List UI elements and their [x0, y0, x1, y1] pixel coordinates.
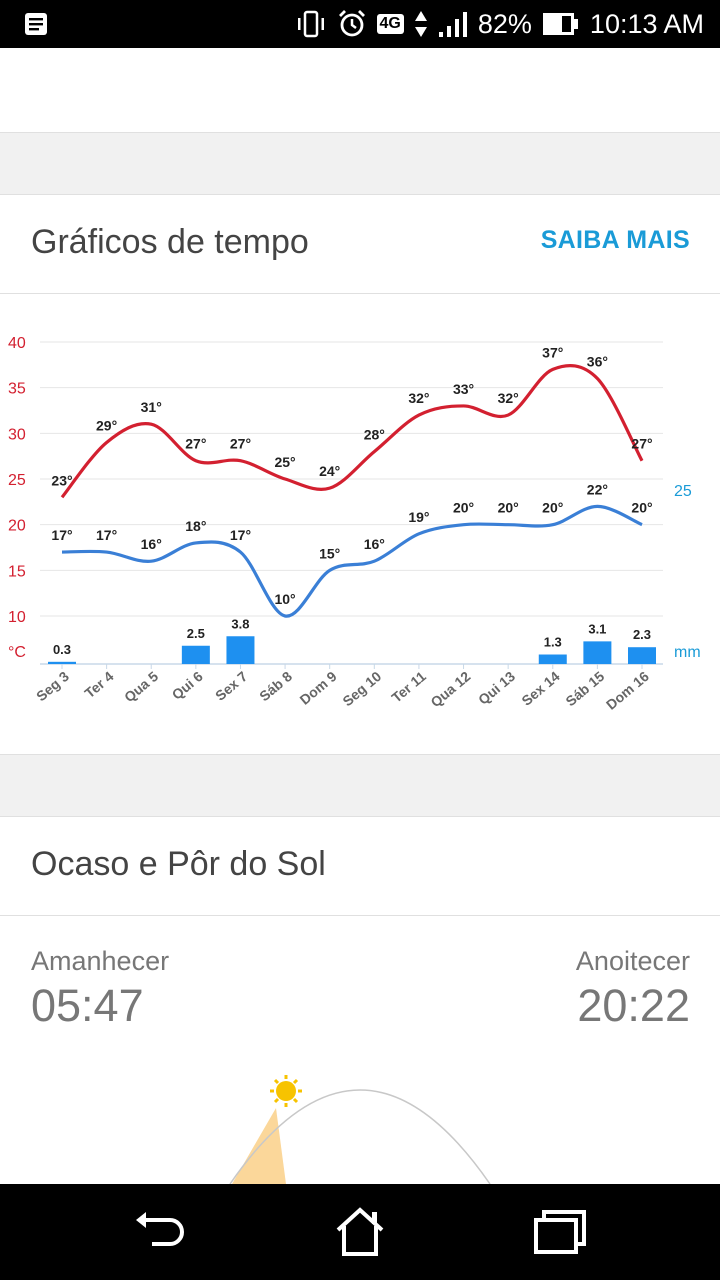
section-divider: [0, 754, 720, 817]
signal-icon: [438, 12, 467, 37]
max-temp-label: 27°: [631, 436, 652, 452]
precip-bar: [181, 645, 210, 664]
network-type: 4G: [376, 14, 404, 34]
max-temp-label: 29°: [96, 417, 117, 433]
min-temp-label: 10°: [274, 591, 295, 607]
y-tick-label: 30: [8, 426, 26, 443]
min-temp-label: 22°: [587, 481, 608, 497]
sunrise-time: 05:47: [31, 980, 144, 1031]
y-tick-label: 25: [8, 472, 26, 489]
max-temp-label: 31°: [141, 399, 162, 415]
sun-panel: Amanhecer 05:47 Anoitecer 20:22: [0, 916, 720, 1184]
back-icon[interactable]: [130, 1204, 190, 1260]
precip-bar: [583, 641, 612, 664]
max-temp-label: 36°: [587, 354, 608, 370]
x-tick-label: Sex 14: [518, 668, 562, 709]
min-temp-line: [61, 504, 643, 618]
min-temp-label: 16°: [364, 536, 385, 552]
max-temp-line: [60, 364, 644, 499]
learn-more-link[interactable]: SAIBA MAIS: [540, 226, 690, 254]
precip-bar-label: 0.3: [53, 642, 71, 657]
precip-max-label: 25: [674, 483, 692, 500]
x-tick-label: Qui 6: [169, 668, 206, 703]
precip-bar: [48, 661, 76, 664]
navigation-bar: [0, 1184, 720, 1280]
x-tick-label: Sáb 8: [256, 668, 295, 704]
precip-bar: [226, 636, 255, 664]
precip-bar: [628, 647, 656, 664]
max-temp-label: 37°: [542, 344, 563, 360]
precip-bar-label: 2.5: [187, 626, 205, 641]
weather-charts-title: Gráficos de tempo: [31, 223, 309, 261]
clock: 10:13 AM: [589, 8, 704, 39]
x-tick-label: Ter 11: [388, 668, 429, 706]
min-temp-label: 16°: [141, 536, 162, 552]
min-temp-label: 17°: [96, 527, 117, 543]
precip-bar-label: 1.3: [544, 635, 562, 650]
max-temp-label: 24°: [319, 463, 340, 479]
x-tick-label: Qui 13: [475, 668, 518, 708]
min-temp-label: 19°: [408, 509, 429, 525]
y-tick-label: 20: [8, 518, 26, 535]
weather-charts-header: Gráficos de tempo SAIBA MAIS: [0, 195, 720, 294]
sun-arc: [229, 1075, 491, 1184]
max-temp-label: 33°: [453, 381, 474, 397]
min-temp-label: 20°: [631, 500, 652, 516]
max-temp-label: 27°: [185, 436, 206, 452]
x-tick-label: Qua 12: [427, 668, 473, 710]
max-temp-label: 28°: [364, 427, 385, 443]
data-arrows-icon: [414, 11, 427, 37]
x-tick-label: Seg 10: [339, 668, 384, 709]
notification-icon: [25, 13, 47, 35]
min-temp-label: 17°: [230, 527, 251, 543]
sunset-time: 20:22: [577, 980, 690, 1031]
x-tick-label: Seg 3: [33, 668, 72, 704]
min-temp-label: 20°: [498, 500, 519, 516]
min-temp-label: 17°: [51, 527, 72, 543]
max-temp-label: 32°: [498, 390, 519, 406]
x-tick-label: Dom 16: [603, 668, 652, 713]
max-temp-label: 27°: [230, 436, 251, 452]
home-icon[interactable]: [330, 1204, 390, 1260]
min-temp-label: 20°: [542, 500, 563, 516]
precip-bar-label: 3.8: [231, 616, 249, 631]
sun-title: Ocaso e Pôr do Sol: [31, 845, 326, 883]
min-temp-label: 20°: [453, 500, 474, 516]
precip-unit-label: mm: [674, 644, 701, 661]
battery-icon: [542, 13, 578, 35]
y-tick-label: 35: [8, 381, 26, 398]
sun-header: Ocaso e Pôr do Sol: [0, 817, 720, 916]
sunset-label: Anoitecer: [575, 946, 690, 976]
x-tick-label: Dom 9: [297, 668, 340, 708]
y-unit-label: °C: [8, 644, 26, 661]
min-temp-label: 15°: [319, 545, 340, 561]
y-tick-label: 40: [8, 335, 26, 352]
min-temp-label: 18°: [185, 518, 206, 534]
max-temp-label: 23°: [51, 472, 72, 488]
sunrise-label: Amanhecer: [31, 946, 170, 976]
precip-bar: [538, 654, 567, 664]
section-divider: [0, 132, 720, 195]
vibrate-icon: [297, 10, 324, 38]
recents-icon[interactable]: [530, 1204, 590, 1260]
max-temp-label: 25°: [274, 454, 295, 470]
battery-percent: 82%: [477, 8, 532, 39]
status-bar: 4G 82% 10:13 AM: [0, 0, 720, 48]
weather-chart: 40 35 30 25 20 15 10 °C 25 mm 0.3 2.5 3.8 1.3 3.1 2.3 23…: [0, 294, 720, 754]
x-tick-label: Qua 5: [121, 668, 161, 705]
precip-bar-label: 2.3: [633, 627, 651, 642]
y-tick-label: 15: [8, 563, 26, 580]
alarm-icon: [338, 10, 365, 37]
top-spacer: [0, 48, 720, 132]
sun-path-arc: [229, 1089, 491, 1184]
y-tick-label: 10: [8, 609, 26, 626]
precip-bar-label: 3.1: [588, 621, 606, 636]
weather-chart-svg: 40 35 30 25 20 15 10 °C 25 mm 0.3 2.5 3.8 1.3 3.1 2.3 23…: [8, 335, 701, 713]
x-tick-label: Sex 7: [212, 668, 250, 704]
x-tick-label: Sáb 15: [562, 668, 607, 709]
max-temp-label: 32°: [408, 390, 429, 406]
x-tick-label: Ter 4: [81, 668, 116, 701]
sun-icon: [270, 1075, 302, 1107]
